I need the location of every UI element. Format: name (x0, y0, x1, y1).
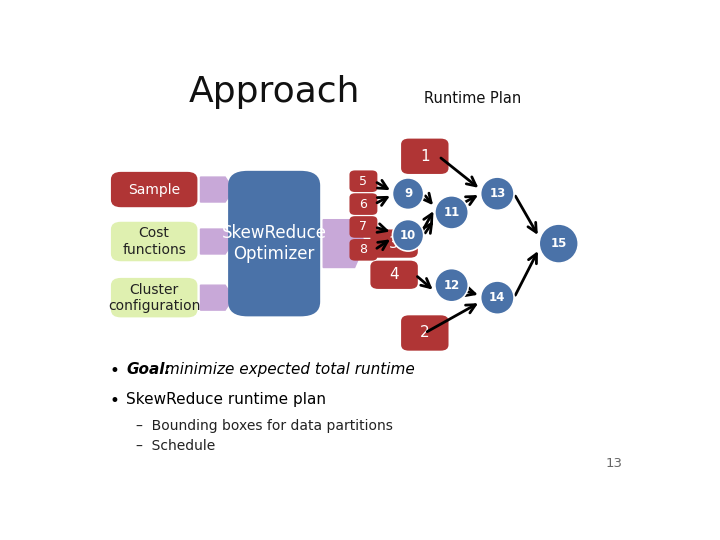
Text: 13: 13 (489, 187, 505, 200)
Polygon shape (323, 220, 365, 267)
FancyBboxPatch shape (111, 278, 197, 318)
Text: 13: 13 (606, 457, 623, 470)
FancyBboxPatch shape (111, 222, 197, 261)
Text: 15: 15 (551, 237, 567, 250)
Text: 4: 4 (390, 267, 399, 282)
Text: Goal:: Goal: (126, 362, 171, 377)
Text: Cluster
configuration: Cluster configuration (108, 282, 200, 313)
Ellipse shape (435, 268, 468, 302)
FancyBboxPatch shape (349, 171, 377, 192)
Ellipse shape (392, 178, 423, 210)
Text: •: • (109, 392, 120, 410)
FancyBboxPatch shape (370, 261, 418, 289)
Ellipse shape (481, 177, 514, 211)
Ellipse shape (435, 196, 468, 229)
Text: 8: 8 (359, 244, 367, 256)
Text: Approach: Approach (189, 75, 360, 109)
Text: 11: 11 (444, 206, 459, 219)
FancyBboxPatch shape (228, 171, 320, 316)
Ellipse shape (481, 281, 514, 314)
FancyBboxPatch shape (111, 172, 197, 207)
Text: 1: 1 (420, 149, 430, 164)
Text: SkewReduce
Optimizer: SkewReduce Optimizer (222, 224, 327, 263)
Text: 6: 6 (359, 198, 367, 211)
Text: 7: 7 (359, 220, 367, 233)
Text: SkewReduce runtime plan: SkewReduce runtime plan (126, 392, 326, 407)
Text: –  Bounding boxes for data partitions: – Bounding boxes for data partitions (136, 420, 392, 434)
Text: 10: 10 (400, 229, 416, 242)
Text: 14: 14 (489, 291, 505, 304)
Text: Cost
functions: Cost functions (122, 226, 186, 256)
FancyBboxPatch shape (349, 216, 377, 238)
Text: •: • (109, 362, 120, 380)
Text: minimize expected total runtime: minimize expected total runtime (160, 362, 415, 377)
Polygon shape (200, 177, 233, 202)
Text: 9: 9 (404, 187, 412, 200)
FancyBboxPatch shape (349, 193, 377, 215)
Text: Runtime Plan: Runtime Plan (423, 91, 521, 105)
Ellipse shape (539, 224, 578, 263)
Ellipse shape (392, 219, 423, 251)
FancyBboxPatch shape (401, 139, 449, 174)
Polygon shape (200, 229, 233, 254)
Text: 2: 2 (420, 326, 430, 341)
Text: Sample: Sample (128, 183, 180, 197)
FancyBboxPatch shape (401, 315, 449, 350)
FancyBboxPatch shape (370, 230, 418, 258)
Text: 5: 5 (359, 175, 367, 188)
Text: 12: 12 (444, 279, 459, 292)
Polygon shape (200, 285, 233, 310)
Text: 3: 3 (390, 236, 399, 251)
FancyBboxPatch shape (349, 239, 377, 261)
Text: –  Schedule: – Schedule (136, 439, 215, 453)
